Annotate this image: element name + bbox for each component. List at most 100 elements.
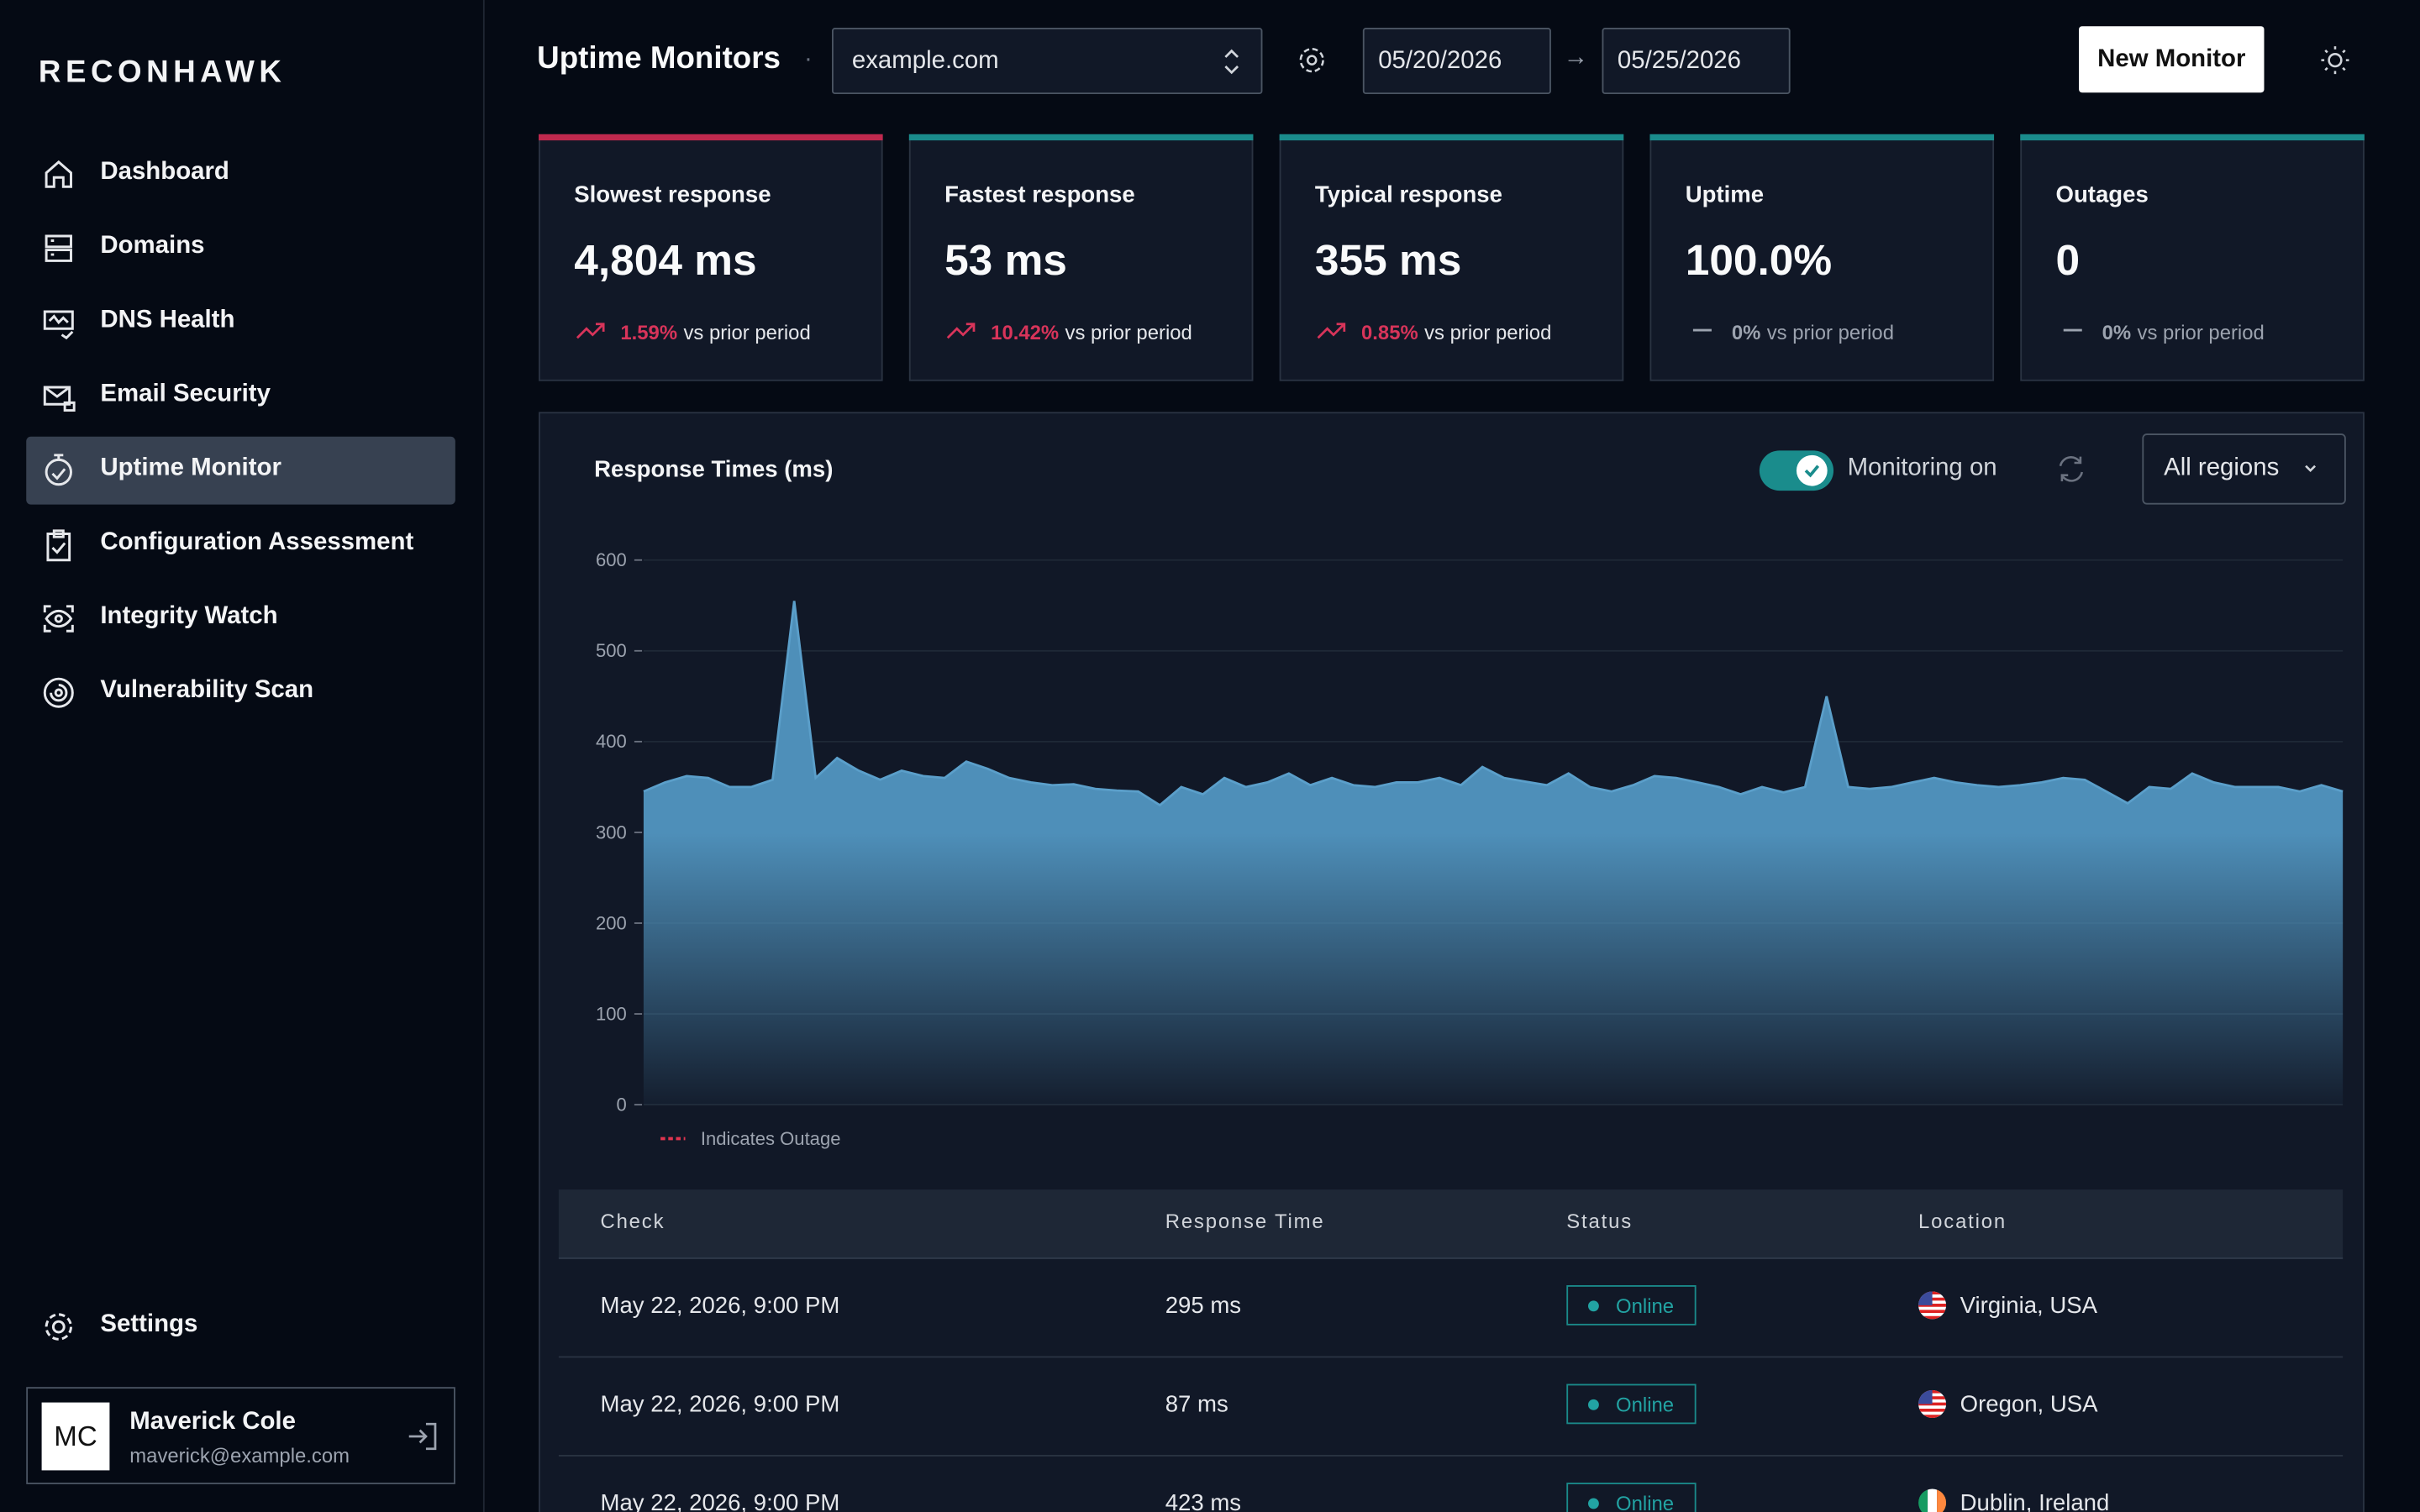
brand: RECONHAWK [38,55,287,90]
settings-link[interactable]: Settings [26,1293,455,1361]
status-label: Online [1616,1393,1675,1417]
table-row: May 22, 2026, 9:00 PM 87 ms Online Oregon, … [558,1356,2344,1457]
domain-select[interactable]: example.com [832,28,1263,95]
nav-label: Integrity Watch [100,603,278,630]
date-from[interactable]: 05/20/2026 [1362,28,1551,95]
nav-icon [45,454,72,486]
change-value: 0% [1731,321,1761,344]
nav-item[interactable]: Dashboard [26,140,455,208]
status-badge: Online [1566,1285,1697,1326]
stat-card: Fastest response 53 ms 10.42% vs prior peri… [908,134,1254,381]
settings-button[interactable] [1297,45,1328,76]
region-value: All regions [2164,454,2280,482]
card-accent [1649,134,1995,141]
check-time: May 22, 2026, 9:00 PM [600,1490,840,1512]
nav-label: Email Security [100,381,271,407]
status-badge: Online [1566,1383,1697,1425]
stat-value: 4,804 ms [574,236,757,284]
monitoring-toggle[interactable] [1759,450,1834,491]
nav-item[interactable]: Integrity Watch [26,585,455,653]
settings-label: Settings [100,1311,198,1338]
column-header: Response Time [1165,1210,1325,1233]
card-accent [539,134,883,141]
stat-change: 0% vs prior period [1732,321,1894,344]
response-time: 295 ms [1165,1293,1242,1320]
region-select[interactable]: All regions [2142,433,2346,505]
check-time: May 22, 2026, 9:00 PM [600,1293,840,1320]
nav-item[interactable]: Vulnerability Scan [26,659,455,727]
date-from-value: 05/20/2026 [1378,47,1502,75]
status-dot [1588,1399,1599,1410]
card-accent [908,134,1254,141]
y-tick-label: 400 [596,731,627,752]
y-tick-label: 600 [596,549,627,570]
location: Virginia, USA [1960,1293,2098,1320]
settings-icon [45,1313,72,1341]
area-line [643,601,2344,807]
flag [1918,1488,1947,1512]
flag-icon [1918,1389,1947,1418]
flag-icon [1918,1488,1947,1512]
response-time: 423 ms [1165,1490,1242,1512]
nav-item[interactable]: DNS Health [26,288,455,356]
change-value: 0.85% [1361,321,1418,344]
stat-label: Fastest response [944,181,1135,208]
flag-icon [1918,1291,1947,1320]
nav-icon [43,310,74,340]
nav-icon [43,386,76,412]
page-title: Uptime Monitors [537,41,781,76]
stat-value: 100.0% [1685,236,1833,284]
date-to[interactable]: 05/25/2026 [1602,28,1791,95]
stat-label: Slowest response [574,181,771,208]
y-tick-label: 100 [596,1003,627,1024]
trend-flat [2063,328,2082,332]
nav-label: DNS Health [100,307,235,333]
nav-icon-shape [45,160,72,188]
nav-icon [45,160,72,188]
nav-item[interactable]: Domains [26,214,455,282]
chart-title: Response Times (ms) [594,456,834,483]
theme-toggle[interactable] [2320,45,2351,76]
nav-item[interactable]: Configuration Assessment [26,511,455,579]
table-header: Check Response Time Status Location [558,1189,2344,1259]
nav-label: Uptime Monitor [100,454,281,482]
y-tick-label: 500 [596,640,627,661]
toggle-label: Monitoring on [1847,454,1997,482]
date-to-value: 05/25/2026 [1617,47,1741,75]
separator: · [803,46,813,73]
flag [1918,1389,1947,1418]
location: Oregon, USA [1960,1391,2098,1418]
nav-item[interactable]: Email Security [26,363,455,431]
user-name: Maverick Cole [129,1408,296,1436]
change-value: 0% [2102,321,2132,344]
nav-item[interactable]: Uptime Monitor [26,436,455,505]
refresh-button[interactable] [2056,454,2087,485]
stat-change: 0.85% vs prior period [1361,321,1551,344]
status-dot [1588,1300,1599,1312]
new-monitor-button[interactable]: New Monitor [2079,26,2265,93]
table-row: May 22, 2026, 9:00 PM 295 ms Online Virgini… [558,1257,2344,1358]
y-tick-label: 300 [596,822,627,843]
nav-icon-shape [43,677,74,708]
nav-icon-shape [46,529,71,562]
arrow: → [1563,45,1588,71]
response-time: 87 ms [1165,1391,1228,1418]
change-note: vs prior period [683,321,811,344]
sidebar: RECONHAWK Dashboard Domains DNS Health Emai… [0,0,485,1512]
card-accent [2020,134,2365,141]
trend-icon [574,318,608,342]
logout-button[interactable] [408,1422,439,1451]
change-note: vs prior period [1766,321,1894,344]
stat-value: 53 ms [944,236,1067,284]
nav-label: Dashboard [100,159,229,186]
stat-label: Uptime [1685,181,1765,208]
trend-flat [1692,328,1712,332]
trend-up [1317,323,1346,339]
stat-value: 355 ms [1314,236,1462,284]
change-note: vs prior period [1065,321,1192,344]
change-value: 1.59% [620,321,678,344]
trend-icon [1315,318,1349,342]
domain-value: example.com [851,47,999,75]
